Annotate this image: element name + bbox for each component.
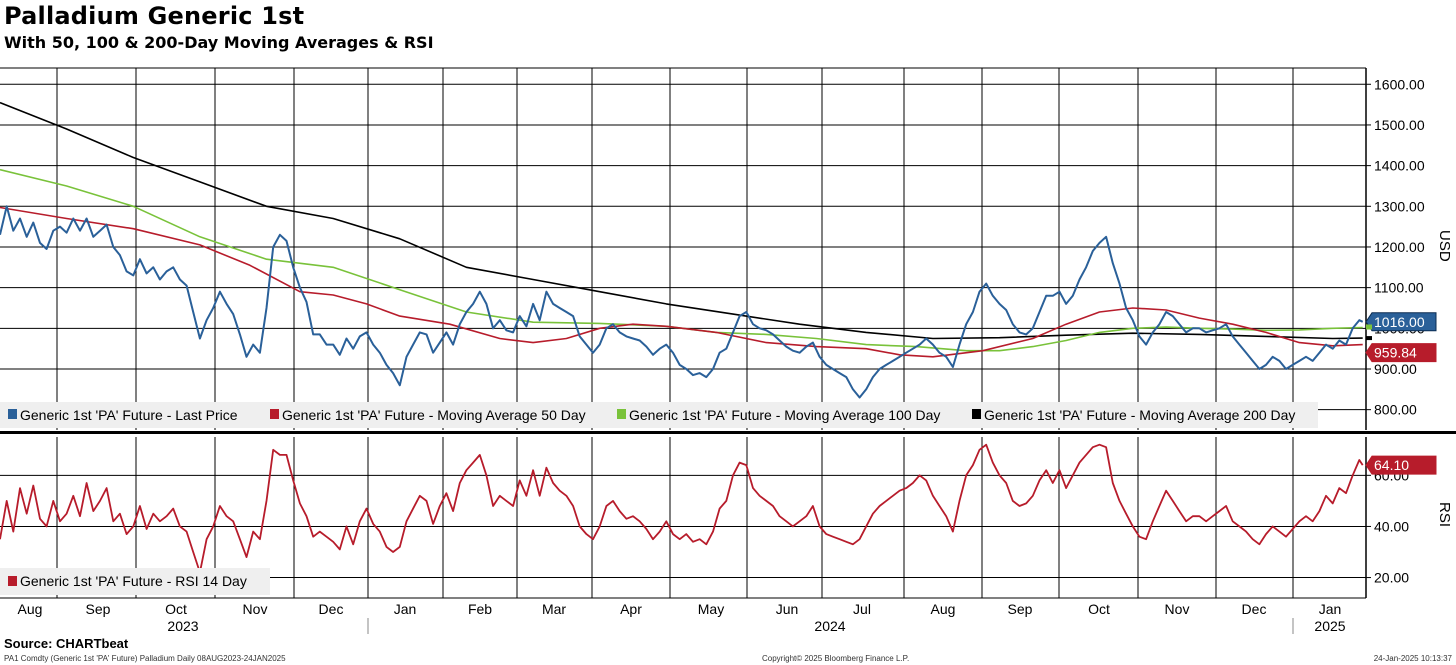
price-y-tick-label: 1300.00 (1374, 198, 1425, 214)
rsi-y-tick-label: 20.00 (1374, 570, 1409, 586)
price-y-tick-label: 800.00 (1374, 402, 1417, 418)
chart-title: Palladium Generic 1st (4, 2, 305, 30)
price-y-tick-label: 1100.00 (1374, 280, 1424, 296)
ma50-value-label: 959.84 (1365, 343, 1437, 363)
legend-swatch (8, 409, 17, 419)
price-y-tick-label: 1600.00 (1374, 76, 1425, 92)
legend-entry: Generic 1st 'PA' Future - Last Price (20, 407, 238, 423)
x-tick-label: Nov (243, 601, 268, 617)
timestamp: 24-Jan-2025 10:13:37 (1373, 654, 1452, 663)
ma100-line (0, 168, 1363, 352)
x-tick-label: Aug (931, 601, 956, 617)
source-note: Source: CHARTbeat (4, 636, 129, 651)
x-tick-label: Oct (165, 601, 187, 617)
x-tick-label: Apr (620, 601, 642, 617)
price-y-tick-label: 1500.00 (1374, 117, 1425, 133)
legend-swatch (972, 409, 981, 419)
price-y-axis-label: USD (1436, 230, 1453, 262)
x-tick-label: Dec (1242, 601, 1267, 617)
year-label: 2024 (814, 618, 845, 634)
x-tick-label: Dec (319, 601, 344, 617)
axes: Aug Sep Oct Nov Dec Jan Feb Mar Apr May Jun Jul Aug S… (0, 67, 1456, 634)
x-tick-label: Feb (468, 601, 492, 617)
last-value-labels: 1016.00 959.84 64.10 (1365, 312, 1437, 475)
svg-text:1016.00: 1016.00 (1374, 314, 1425, 330)
last-price-value-label: 1016.00 (1365, 312, 1437, 332)
legend-entry: Generic 1st 'PA' Future - Moving Average… (282, 407, 586, 423)
legend-swatch (8, 576, 17, 586)
rsi-line (0, 443, 1364, 574)
ma200-line (0, 101, 1363, 340)
legend-entry: Generic 1st 'PA' Future - Moving Average… (629, 407, 940, 423)
price-y-tick-label: 1200.00 (1374, 239, 1425, 255)
x-tick-label: Aug (18, 601, 43, 617)
price-y-tick-label: 1400.00 (1374, 158, 1425, 174)
legend-entry: Generic 1st 'PA' Future - Moving Average… (984, 407, 1295, 423)
rsi-value-label: 64.10 (1365, 455, 1437, 475)
ma50-line (0, 206, 1363, 358)
x-tick-label: Nov (1165, 601, 1190, 617)
copyright-note: Copyright© 2025 Bloomberg Finance L.P. (762, 654, 910, 663)
svg-text:64.10: 64.10 (1374, 457, 1409, 473)
last-price-line (0, 205, 1364, 399)
rsi-y-axis-label: RSI (1436, 502, 1453, 527)
legends: Generic 1st 'PA' Future - Last Price Gene… (0, 402, 1318, 595)
price-legend-background (0, 402, 1318, 428)
security-description: PA1 Comdty (Generic 1st 'PA' Future) Pal… (4, 654, 286, 663)
legend-swatch (617, 409, 626, 419)
ma100-marker (1366, 324, 1372, 330)
x-tick-label: Jun (776, 601, 799, 617)
ma200-marker (1366, 336, 1372, 341)
legend-swatch (270, 409, 279, 419)
svg-text:959.84: 959.84 (1374, 345, 1417, 361)
legend-entry: Generic 1st 'PA' Future - RSI 14 Day (20, 573, 247, 589)
year-label: 2025 (1314, 618, 1345, 634)
x-tick-label: Oct (1088, 601, 1110, 617)
rsi-y-tick-label: 40.00 (1374, 518, 1409, 534)
price-y-tick-label: 900.00 (1374, 361, 1417, 377)
x-tick-label: Jul (853, 601, 871, 617)
rsi-legend-background (0, 568, 270, 595)
year-label: 2023 (167, 618, 198, 634)
series-lines (0, 101, 1364, 574)
x-tick-label: Sep (1008, 601, 1033, 617)
chart-subtitle: With 50, 100 & 200-Day Moving Averages &… (4, 33, 434, 52)
x-tick-label: May (698, 601, 724, 617)
x-tick-label: Jan (1319, 601, 1342, 617)
x-tick-label: Jan (394, 601, 417, 617)
x-tick-label: Sep (86, 601, 111, 617)
x-tick-label: Mar (542, 601, 566, 617)
